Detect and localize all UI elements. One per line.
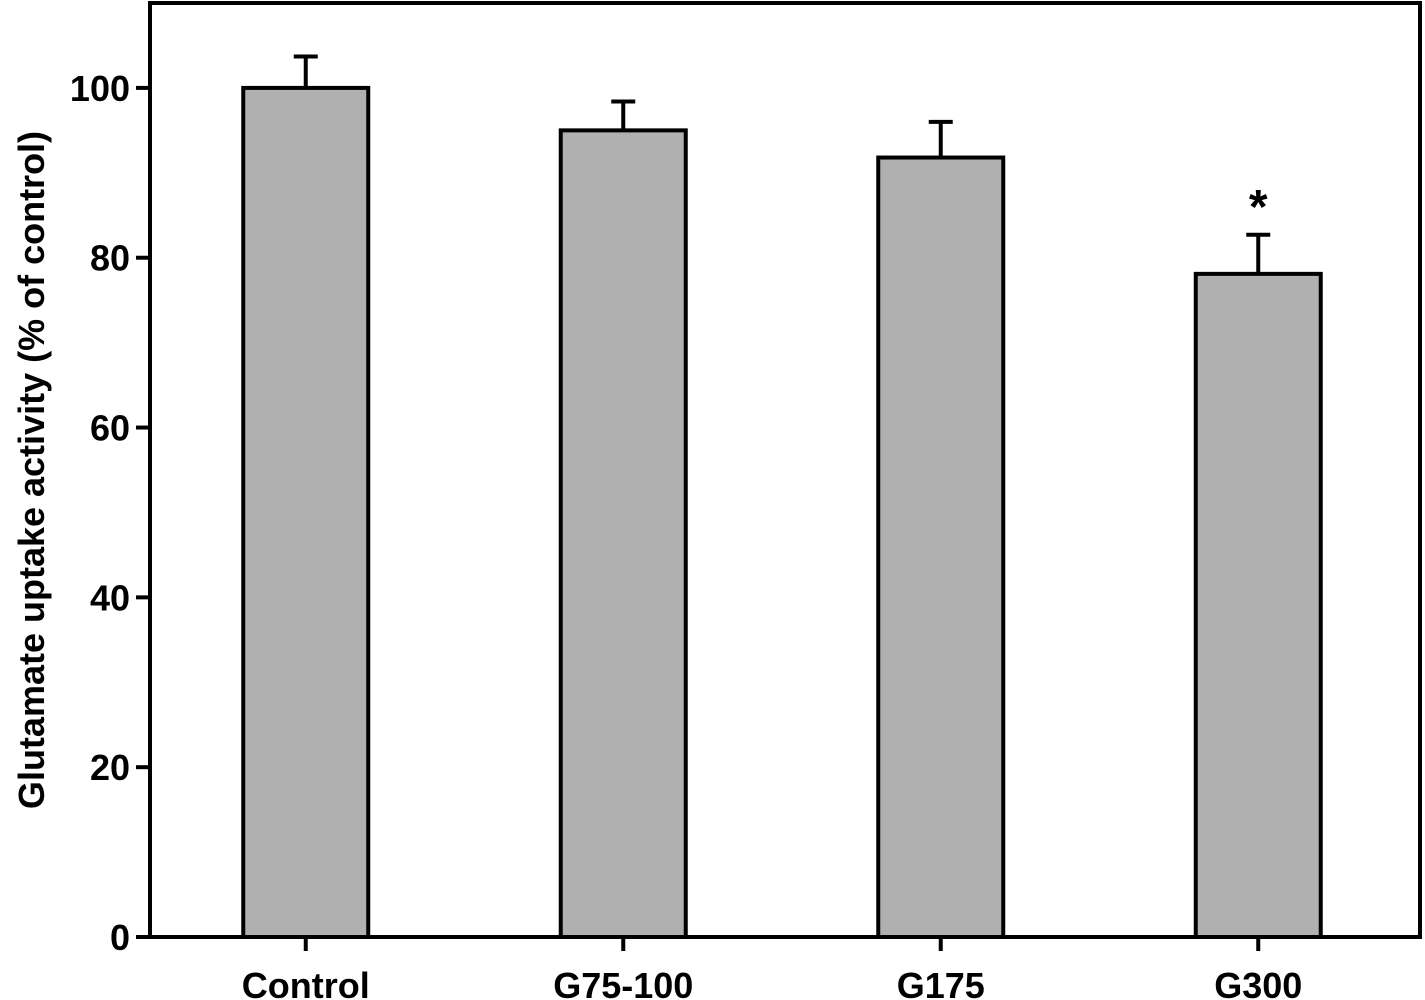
bar-g75-100 [558, 128, 688, 939]
bar-g175 [876, 155, 1006, 939]
y-axis-title: Glutamate uptake activity (% of control) [11, 131, 52, 809]
x-tick-label: G75-100 [553, 965, 693, 1000]
y-tick-label: 40 [90, 577, 130, 618]
x-tick-label: G300 [1214, 965, 1302, 1000]
y-tick-label: 0 [110, 917, 130, 958]
x-axis: Control G75-100 G175 G300 [242, 937, 1302, 1000]
bar-control [241, 85, 371, 939]
y-axis: 0 20 40 60 80 100 [70, 68, 150, 958]
y-tick-label: 60 [90, 408, 130, 449]
bars-group: * [241, 54, 1323, 939]
y-tick-label: 20 [90, 747, 130, 788]
x-tick-label: G175 [897, 965, 985, 1000]
x-tick-label: Control [242, 965, 370, 1000]
plot-frame [148, 1, 1422, 939]
y-tick-label: 80 [90, 238, 130, 279]
significance-marker: * [1249, 181, 1268, 234]
y-tick-label: 100 [70, 68, 130, 109]
bar-g300 [1193, 271, 1323, 939]
